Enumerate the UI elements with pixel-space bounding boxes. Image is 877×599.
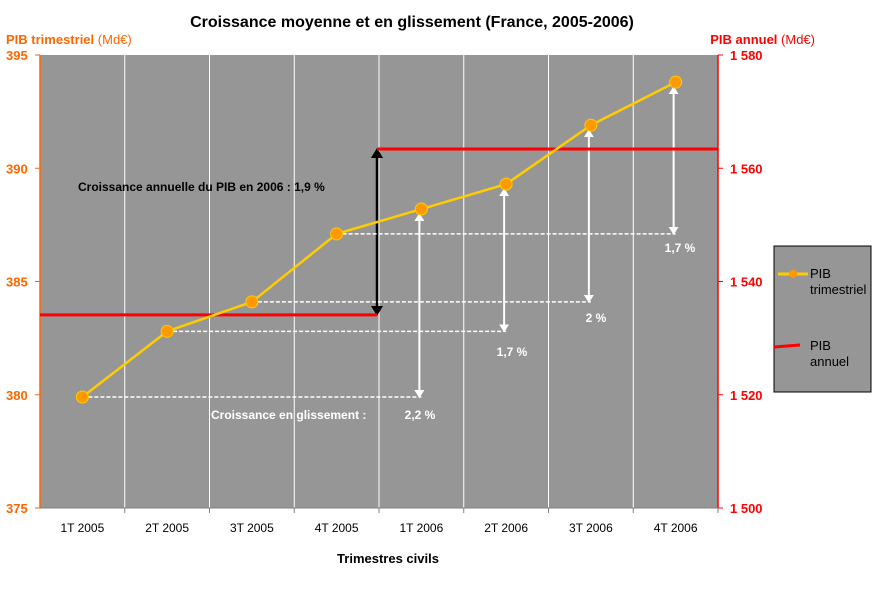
yoy-label: 2 % bbox=[586, 311, 607, 325]
yoy-label: 1,7 % bbox=[665, 241, 696, 255]
right-axis-title: PIB annuel (Md€) bbox=[710, 32, 815, 47]
legend-label-trimestriel: PIB trimestriel bbox=[810, 266, 866, 297]
quarterly-point bbox=[414, 202, 428, 216]
x-tick-label: 3T 2006 bbox=[569, 521, 613, 535]
yoy-prefix-label: Croissance en glissement : bbox=[211, 408, 366, 422]
left-tick-label: 385 bbox=[6, 275, 28, 290]
left-tick-label: 390 bbox=[6, 161, 28, 176]
left-tick-label: 395 bbox=[6, 48, 28, 63]
left-tick-label: 380 bbox=[6, 388, 28, 403]
right-tick-label: 1 500 bbox=[730, 501, 763, 516]
quarterly-point bbox=[499, 177, 513, 191]
quarterly-point bbox=[669, 75, 683, 89]
annual-growth-label: Croissance annuelle du PIB en 2006 : 1,9… bbox=[78, 180, 325, 194]
quarterly-point bbox=[584, 118, 598, 132]
yoy-label: 2,2 % bbox=[405, 408, 436, 422]
legend-label-annuel: PIB annuel bbox=[810, 338, 849, 369]
legend: PIB trimestriel PIB annuel bbox=[773, 245, 872, 393]
x-tick-label: 1T 2005 bbox=[60, 521, 104, 535]
left-tick-label: 375 bbox=[6, 501, 28, 516]
x-tick-label: 2T 2006 bbox=[484, 521, 528, 535]
right-tick-label: 1 580 bbox=[730, 48, 763, 63]
right-tick-label: 1 560 bbox=[730, 161, 763, 176]
x-tick-label: 3T 2005 bbox=[230, 521, 274, 535]
quarterly-point bbox=[245, 295, 259, 309]
quarterly-point bbox=[75, 390, 89, 404]
quarterly-line bbox=[81, 81, 677, 399]
quarterly-point bbox=[330, 227, 344, 241]
chart-title: Croissance moyenne et en glissement (Fra… bbox=[190, 14, 634, 31]
right-tick-label: 1 520 bbox=[730, 388, 763, 403]
x-tick-label: 1T 2006 bbox=[399, 521, 443, 535]
legend-marker-trimestriel bbox=[789, 270, 797, 278]
x-tick-label: 4T 2005 bbox=[315, 521, 359, 535]
right-tick-label: 1 540 bbox=[730, 275, 763, 290]
legend-line-annuel bbox=[773, 343, 801, 349]
quarterly-point bbox=[160, 324, 174, 338]
yoy-label: 1,7 % bbox=[497, 345, 528, 359]
x-tick-label: 4T 2006 bbox=[654, 521, 698, 535]
x-tick-label: 2T 2005 bbox=[145, 521, 189, 535]
x-axis-title: Trimestres civils bbox=[337, 551, 439, 566]
left-axis-title: PIB trimestriel (Md€) bbox=[6, 32, 132, 47]
